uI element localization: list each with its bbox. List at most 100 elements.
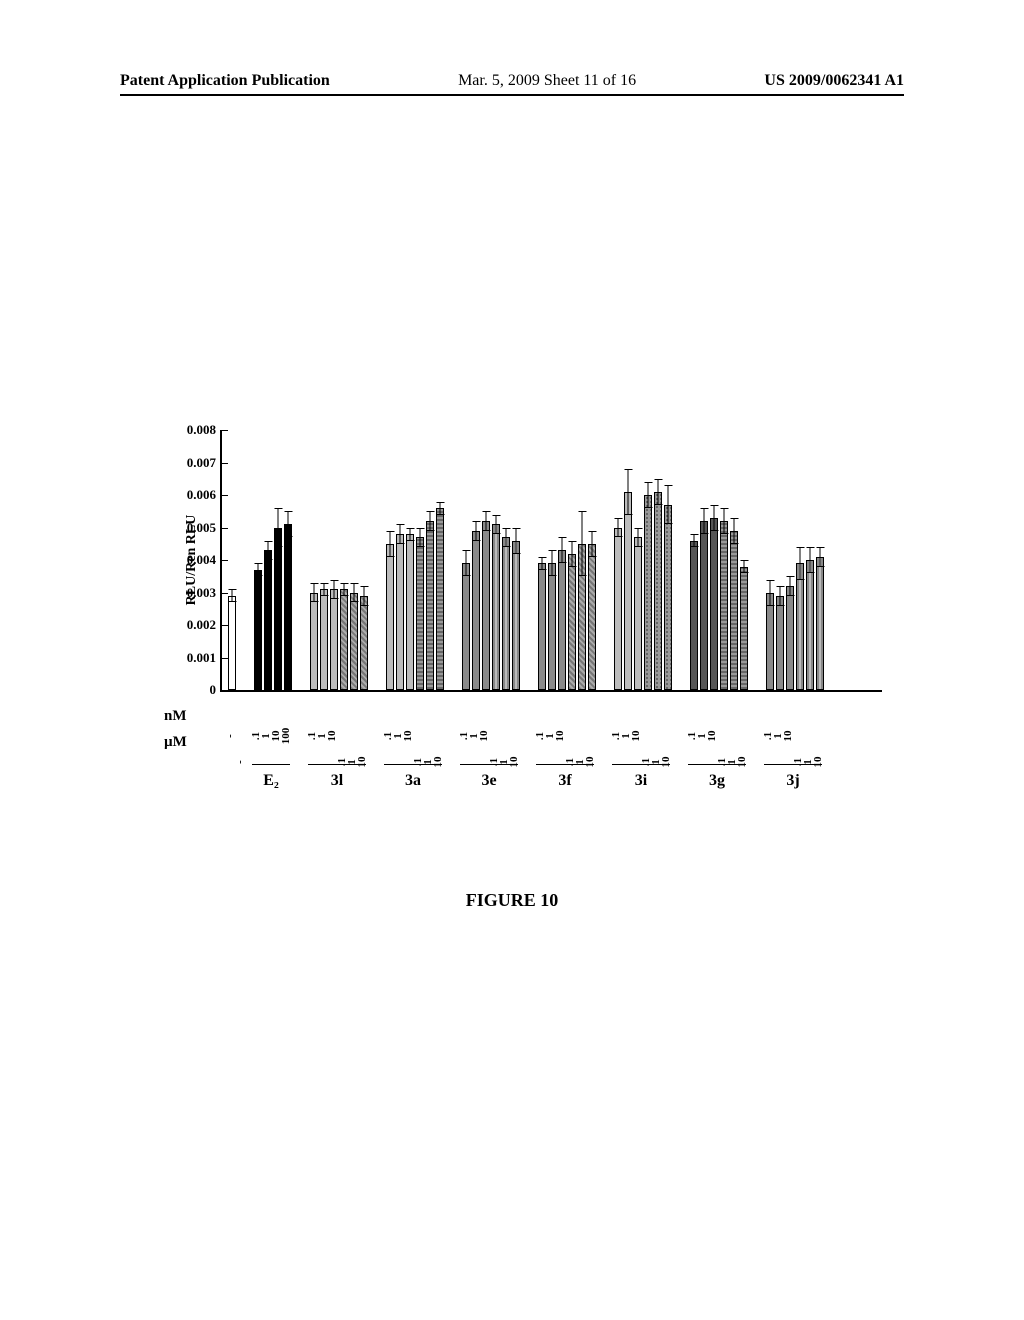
error-bar xyxy=(780,586,781,606)
y-tick: 0.007 xyxy=(187,455,222,471)
x-tick-um: 10 xyxy=(812,757,824,768)
x-tick-um: 10 xyxy=(432,757,444,768)
bar xyxy=(340,589,348,690)
bar xyxy=(284,524,292,690)
group-underline xyxy=(536,764,594,765)
bar xyxy=(816,557,824,690)
error-bar xyxy=(582,511,583,576)
error-bar xyxy=(552,550,553,576)
error-bar xyxy=(440,502,441,515)
x-tick-um: 10 xyxy=(584,757,596,768)
x-tick-um: 10 xyxy=(356,757,368,768)
y-tick: 0.003 xyxy=(187,585,222,601)
x-tick-um: 10 xyxy=(508,757,520,768)
bar xyxy=(700,521,708,690)
bar xyxy=(766,593,774,691)
error-bar xyxy=(734,518,735,544)
x-tick-nm: 10 xyxy=(782,731,794,742)
error-bar xyxy=(410,528,411,541)
error-bar xyxy=(572,541,573,567)
x-tick-nm: 100 xyxy=(280,728,292,745)
bar xyxy=(806,560,814,690)
y-tick: 0.006 xyxy=(187,487,222,503)
y-tick: 0.004 xyxy=(187,552,222,568)
group-underline xyxy=(612,764,670,765)
error-bar xyxy=(506,528,507,548)
error-bar xyxy=(486,511,487,531)
bar xyxy=(512,541,520,691)
bar xyxy=(254,570,262,690)
error-bar xyxy=(466,550,467,576)
error-bar xyxy=(354,583,355,603)
error-bar xyxy=(344,583,345,596)
bars-container xyxy=(222,430,882,690)
bar xyxy=(624,492,632,690)
error-bar xyxy=(810,547,811,573)
y-tick: 0.008 xyxy=(187,422,222,438)
bar xyxy=(462,563,470,690)
figure-caption: FIGURE 10 xyxy=(0,890,1024,911)
bar xyxy=(588,544,596,690)
error-bar xyxy=(232,589,233,602)
error-bar xyxy=(420,528,421,548)
bar xyxy=(406,534,414,690)
bar xyxy=(330,589,338,690)
y-tick: 0 xyxy=(210,682,223,698)
error-bar xyxy=(496,515,497,535)
x-tick-nm: 10 xyxy=(630,731,642,742)
bar xyxy=(558,550,566,690)
error-bar xyxy=(314,583,315,603)
bar xyxy=(710,518,718,690)
group-underline xyxy=(252,764,290,765)
header-center: Mar. 5, 2009 Sheet 11 of 16 xyxy=(458,72,636,90)
error-bar xyxy=(258,563,259,576)
group-label: E₂ xyxy=(263,772,278,790)
bar xyxy=(360,596,368,690)
y-tick: 0.001 xyxy=(187,650,222,666)
bar xyxy=(502,537,510,690)
x-tick-nm: 10 xyxy=(326,731,338,742)
error-bar xyxy=(278,508,279,547)
error-bar xyxy=(364,586,365,606)
x-tick-nm: 10 xyxy=(478,731,490,742)
bar xyxy=(482,521,490,690)
bar xyxy=(472,531,480,690)
bar xyxy=(664,505,672,690)
error-bar xyxy=(268,541,269,561)
bar xyxy=(264,550,272,690)
x-tick-nm: 10 xyxy=(706,731,718,742)
bar xyxy=(634,537,642,690)
error-bar xyxy=(334,580,335,600)
group-label: 3g xyxy=(709,772,725,790)
error-bar xyxy=(562,537,563,563)
error-bar xyxy=(628,469,629,515)
bar xyxy=(776,596,784,690)
bar xyxy=(740,567,748,691)
bar xyxy=(274,528,282,691)
error-bar xyxy=(542,557,543,570)
row1-label: nM xyxy=(164,708,187,725)
bar xyxy=(492,524,500,690)
bar xyxy=(720,521,728,690)
error-bar xyxy=(668,485,669,524)
y-tick: 0.005 xyxy=(187,520,222,536)
error-bar xyxy=(648,482,649,508)
error-bar xyxy=(694,534,695,547)
error-bar xyxy=(400,524,401,544)
group-underline xyxy=(460,764,518,765)
bar xyxy=(350,593,358,691)
bar xyxy=(436,508,444,690)
plot-area: RLU/Ren RLU 00.0010.0020.0030.0040.0050.… xyxy=(220,430,882,692)
x-tick-um: 10 xyxy=(660,757,672,768)
bar xyxy=(548,563,556,690)
header-left: Patent Application Publication xyxy=(120,72,330,90)
bar xyxy=(730,531,738,690)
bar xyxy=(614,528,622,691)
bar xyxy=(310,593,318,691)
error-bar xyxy=(516,528,517,554)
group-underline xyxy=(308,764,366,765)
y-tick: 0.002 xyxy=(187,617,222,633)
error-bar xyxy=(714,505,715,531)
bar xyxy=(396,534,404,690)
x-tick-nm: 10 xyxy=(554,731,566,742)
